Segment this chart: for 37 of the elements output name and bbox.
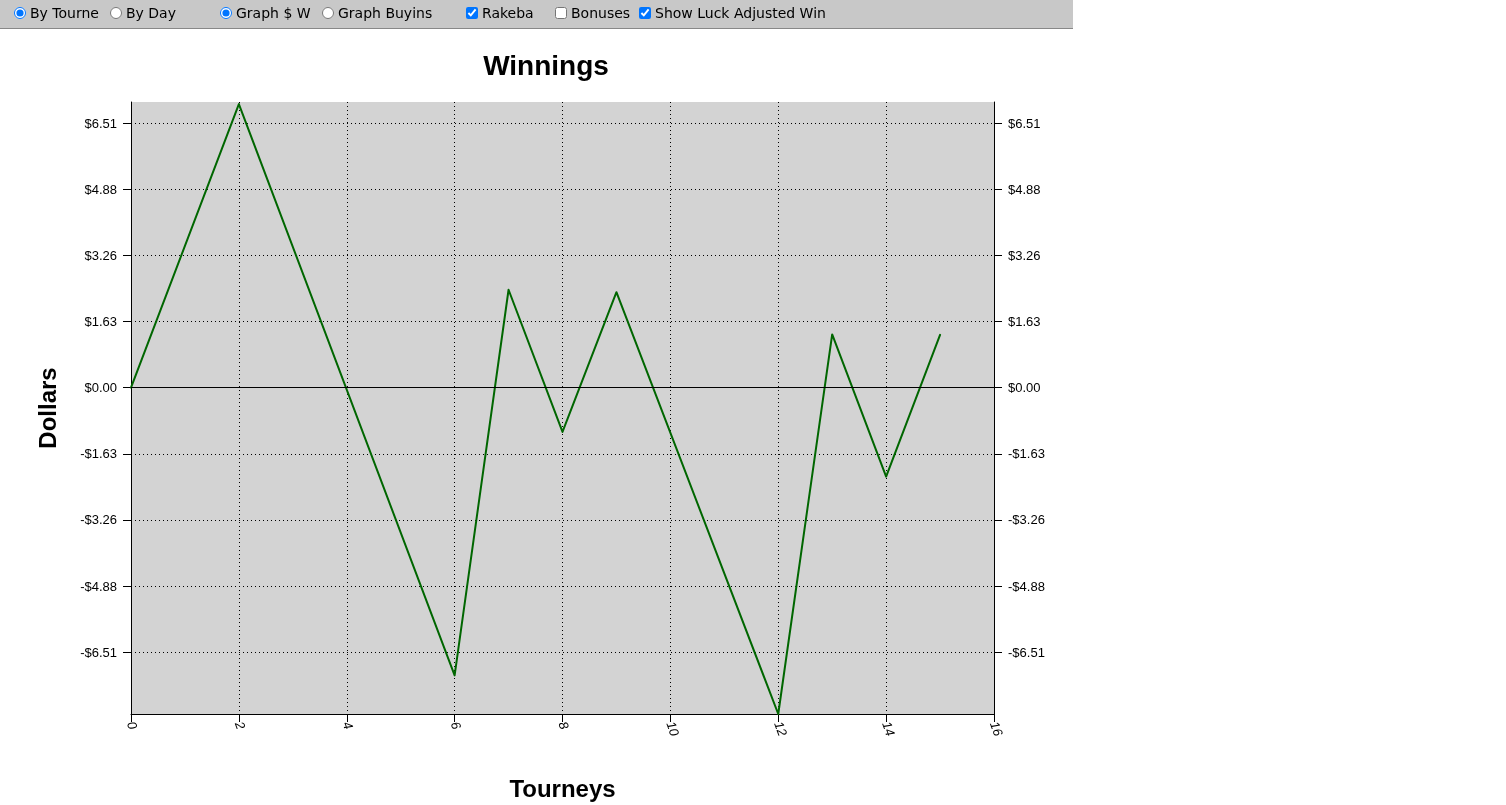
x-tick-label: 6 — [447, 719, 465, 733]
y-tick-label: $6.51 — [84, 115, 117, 131]
x-tick-label: 10 — [663, 719, 683, 739]
x-axis-title: Tourneys — [509, 774, 616, 802]
y-axis-title: Dollars — [33, 367, 61, 449]
x-tick-label: 2 — [231, 718, 249, 733]
y-tick-label: -$3.26 — [80, 512, 117, 528]
y-tick-label: $1.63 — [84, 314, 117, 330]
x-tick-label: 16 — [986, 719, 1007, 739]
y2-tick-label: $4.88 — [1008, 181, 1041, 197]
x-tick-label: 4 — [339, 719, 357, 732]
checkbox: Show Luck Adjusted Win — [639, 5, 826, 21]
y2-tick-label: -$3.26 — [1008, 512, 1045, 528]
y2-tick-label: $6.51 — [1008, 115, 1041, 131]
y-tick-label: $0.00 — [84, 380, 117, 396]
checkbox: Bonuses — [555, 5, 631, 21]
y-tick-label: -$1.63 — [80, 446, 117, 462]
radio-button: By Day — [110, 5, 176, 21]
checkbox: Rakeba — [466, 5, 534, 21]
y-tick-label: -$4.88 — [80, 578, 117, 594]
radio-button: Graph $ W — [220, 5, 311, 21]
x-tick-label: 8 — [555, 719, 573, 733]
y2-tick-label: -$6.51 — [1008, 644, 1045, 660]
y2-tick-label: -$4.88 — [1008, 578, 1045, 594]
y-tick-label: $4.88 — [84, 181, 117, 197]
radio-button: Graph Buyins — [322, 5, 433, 21]
y2-tick-label: $1.63 — [1008, 314, 1041, 330]
y2-tick-label: -$1.63 — [1008, 446, 1045, 462]
y2-tick-label: $0.00 — [1008, 380, 1041, 396]
y-tick-label: $3.26 — [84, 247, 117, 263]
x-tick-label: 14 — [879, 719, 899, 739]
chart-title: Winnings — [483, 49, 609, 81]
y2-tick-label: $3.26 — [1008, 247, 1041, 263]
x-tick-label: 0 — [123, 719, 141, 733]
radio-button: By Tourne — [14, 5, 99, 21]
x-tick-label: 12 — [771, 719, 791, 739]
y-tick-label: -$6.51 — [80, 644, 117, 660]
